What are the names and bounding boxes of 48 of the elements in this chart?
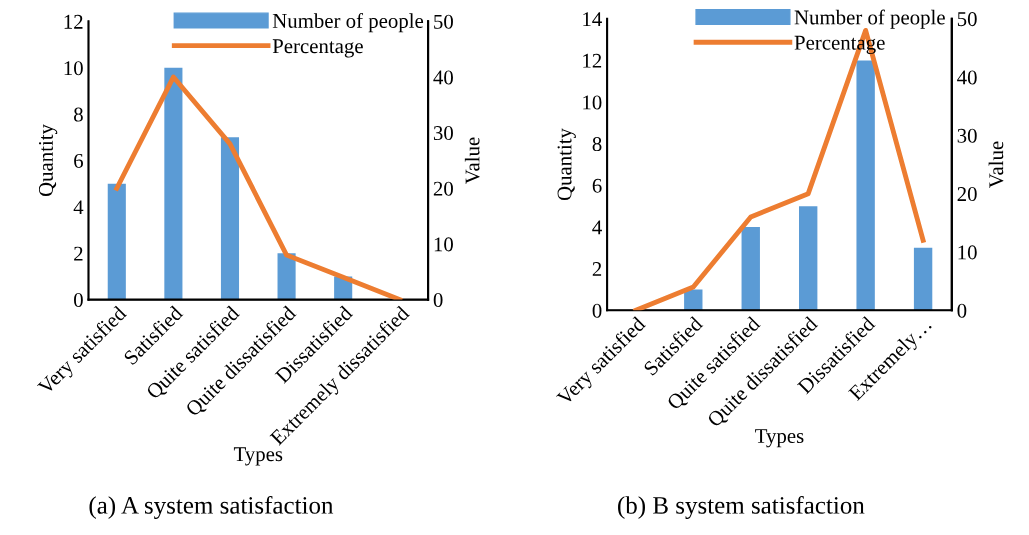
bar — [913, 247, 933, 311]
bar — [220, 137, 240, 300]
y-tick-label: 0 — [592, 303, 602, 318]
y2-tick-label: 40 — [433, 70, 453, 85]
bar — [164, 67, 183, 300]
bar — [799, 206, 818, 311]
y2-tick-label: 10 — [958, 245, 977, 260]
y2-tick-label: 40 — [957, 70, 977, 85]
y-tick-label: 4 — [73, 200, 84, 215]
y2-tick-label: 20 — [433, 181, 453, 196]
y-tick-label: 10 — [583, 95, 602, 110]
bar — [107, 183, 126, 300]
legend-label: Number of people — [272, 13, 424, 33]
y2-tick-label: 50 — [957, 12, 977, 27]
y-tick-label: 14 — [583, 12, 602, 26]
line-series — [114, 74, 403, 300]
y2-tick-label: 0 — [433, 292, 443, 308]
y-tick-label: 2 — [74, 246, 83, 261]
y2-tick-label: 0 — [957, 303, 967, 318]
x-axis-title: Types — [755, 429, 804, 448]
bar — [277, 253, 296, 300]
y-tick-label: 6 — [74, 153, 84, 168]
x-axis-title: Types — [233, 447, 283, 466]
y2-axis-title: Value — [988, 141, 1004, 188]
y-tick-label: 6 — [592, 178, 602, 193]
bar — [856, 60, 875, 311]
y-tick-label: 0 — [74, 292, 83, 308]
bar — [741, 226, 760, 311]
y2-tick-label: 30 — [957, 128, 977, 143]
y-tick-label: 2 — [592, 262, 602, 276]
y-tick-label: 8 — [592, 137, 602, 152]
text: (a) A system satisfaction — [89, 495, 334, 519]
y2-tick-label: 50 — [434, 14, 453, 29]
y2-axis-title: Value — [464, 137, 480, 184]
legend-label: Number of people — [794, 9, 945, 29]
text: (b) B system satisfaction — [618, 495, 865, 519]
y-tick-label: 4 — [592, 220, 602, 235]
y2-tick-label: 20 — [957, 187, 977, 202]
line-series — [633, 27, 926, 311]
y2-tick-label: 10 — [434, 237, 453, 252]
y-tick-label: 12 — [64, 14, 83, 29]
y-axis-title: Quantity — [557, 128, 576, 201]
y2-tick-label: 30 — [433, 126, 453, 141]
y-tick-label: 10 — [64, 61, 83, 76]
legend-label: Percentage — [272, 39, 363, 58]
y-tick-label: 12 — [583, 53, 602, 68]
y-axis-title: Quantity — [38, 124, 58, 197]
y-tick-label: 8 — [74, 107, 83, 122]
